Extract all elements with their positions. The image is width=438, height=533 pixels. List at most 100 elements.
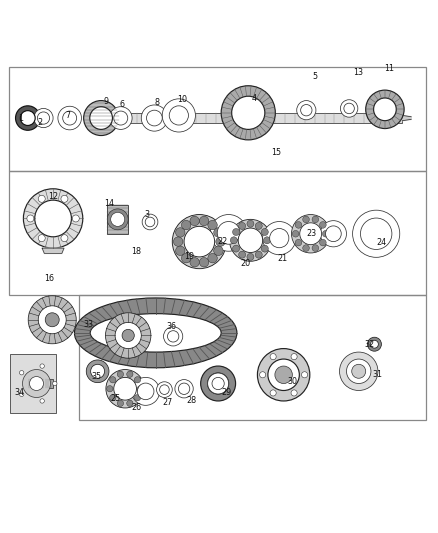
Circle shape [84,101,119,135]
Circle shape [127,400,133,407]
Circle shape [141,105,167,131]
Circle shape [28,296,76,344]
Bar [11,354,56,413]
Text: 22: 22 [217,237,228,246]
Circle shape [320,239,326,246]
Circle shape [301,372,307,378]
Text: 33: 33 [84,320,94,329]
Circle shape [19,392,24,397]
Text: 11: 11 [384,64,394,73]
Text: 18: 18 [131,247,141,256]
Circle shape [117,371,124,377]
Circle shape [239,251,246,258]
Circle shape [132,377,159,405]
Circle shape [110,107,132,130]
Circle shape [137,385,144,392]
Circle shape [233,229,240,236]
Text: 24: 24 [376,238,386,247]
Circle shape [38,306,66,334]
Circle shape [162,99,195,132]
Circle shape [255,222,262,229]
Circle shape [156,382,172,398]
Circle shape [210,215,247,251]
Circle shape [91,364,105,378]
Circle shape [374,98,396,120]
Circle shape [190,216,199,225]
Text: 4: 4 [251,94,256,103]
Circle shape [45,313,59,327]
Polygon shape [403,116,411,120]
Text: 10: 10 [177,95,187,104]
Circle shape [208,373,229,394]
Circle shape [371,340,378,348]
Text: 36: 36 [167,322,177,331]
Circle shape [63,111,77,125]
Circle shape [247,253,254,261]
Circle shape [145,217,155,227]
Circle shape [339,352,378,391]
Circle shape [360,218,392,249]
Circle shape [15,106,40,130]
Circle shape [176,246,185,255]
Circle shape [239,222,246,229]
Circle shape [19,370,24,375]
Circle shape [340,100,358,117]
Circle shape [122,329,134,342]
Circle shape [303,216,309,223]
Text: 23: 23 [307,229,317,238]
Circle shape [297,101,316,120]
Circle shape [366,90,404,128]
Circle shape [295,222,302,228]
Text: 5: 5 [312,72,318,81]
Text: 3: 3 [145,209,149,219]
Circle shape [208,254,217,263]
Circle shape [138,383,154,400]
Circle shape [107,209,128,230]
Circle shape [312,245,319,252]
Bar [27,379,53,388]
Circle shape [175,379,193,398]
Circle shape [238,228,263,253]
Circle shape [270,390,276,396]
Text: 29: 29 [222,387,232,397]
Text: 35: 35 [92,372,102,381]
Circle shape [201,366,236,401]
Circle shape [72,215,79,222]
Circle shape [261,245,268,252]
Circle shape [22,369,50,398]
Circle shape [291,215,330,253]
Circle shape [214,228,223,237]
Circle shape [325,226,341,241]
Circle shape [292,230,299,237]
Circle shape [247,220,254,227]
Circle shape [106,369,145,408]
Text: 34: 34 [14,387,24,397]
Text: 16: 16 [45,274,55,283]
Circle shape [300,104,312,116]
Circle shape [232,96,265,130]
Circle shape [230,220,272,261]
Circle shape [134,394,141,401]
Circle shape [23,189,83,248]
Text: 28: 28 [187,397,197,406]
Circle shape [163,327,183,346]
Circle shape [115,322,141,349]
Text: 13: 13 [353,68,363,77]
Circle shape [199,216,209,225]
Polygon shape [42,248,64,253]
Circle shape [320,221,346,247]
Circle shape [270,229,289,248]
Circle shape [233,245,240,252]
Circle shape [199,257,209,267]
Circle shape [167,330,179,342]
Circle shape [264,237,271,244]
Circle shape [344,103,354,114]
Text: 6: 6 [120,100,124,109]
Circle shape [260,372,266,378]
Bar [123,113,403,123]
Circle shape [35,200,71,237]
Text: 15: 15 [271,148,281,157]
Ellipse shape [90,313,221,352]
Text: 30: 30 [287,377,297,386]
Circle shape [20,111,35,125]
